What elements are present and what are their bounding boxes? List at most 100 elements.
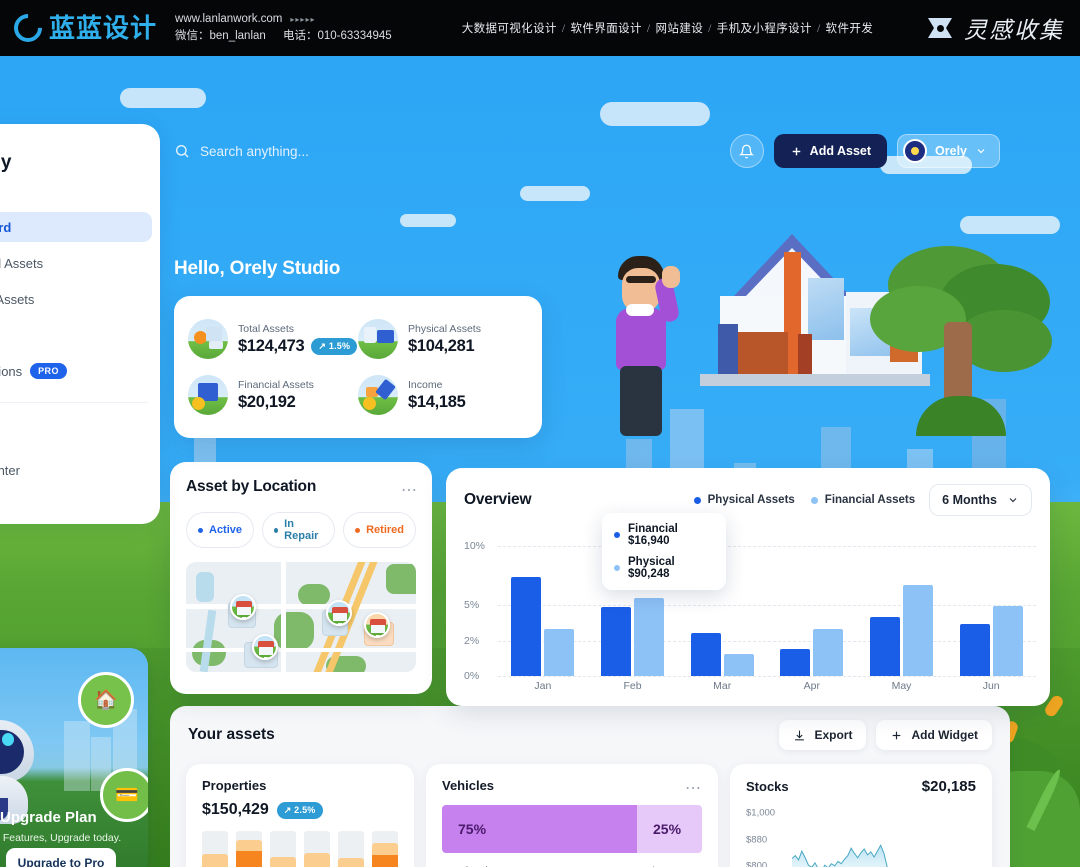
add-widget-button[interactable]: Add Widget	[876, 720, 992, 750]
cloud	[960, 216, 1060, 234]
chart-bar[interactable]	[992, 606, 1023, 676]
stat-label: Income	[408, 378, 443, 391]
plus-icon	[792, 147, 800, 155]
chart-bar[interactable]	[723, 653, 754, 676]
time-range-value: 6 Months	[942, 493, 997, 507]
banner-contact: www.lanlanwork.com ▸▸▸▸▸ 微信：ben_lanlan 电…	[175, 11, 406, 45]
tooltip-label: Financial $16,940	[628, 523, 678, 547]
topbar: Add Asset Orely	[160, 128, 1000, 174]
map-pin[interactable]	[326, 600, 352, 626]
sidebar-item-label: shboard	[0, 219, 12, 235]
location-map[interactable]	[186, 562, 416, 672]
avatar	[903, 139, 928, 163]
gridline	[498, 640, 1036, 642]
promo-subtitle: AI Features, Upgrade today.	[0, 832, 122, 844]
search-input[interactable]	[200, 143, 480, 159]
property-bar	[270, 831, 296, 867]
chart-bar[interactable]	[544, 628, 575, 676]
sidebar-item-label: nancial Assets	[0, 255, 44, 271]
legend-physical-assets: Physical Assets	[693, 494, 795, 506]
chip-label: In Repair	[284, 518, 319, 542]
bar-group	[588, 546, 678, 676]
greeting-heading: Hello, Orely Studio	[174, 258, 341, 279]
banner-website: www.lanlanwork.com	[175, 13, 283, 25]
properties-delta: ↗ 2.5%	[276, 801, 323, 819]
stat-total-assets: Total Assets $124,473 ↗ 1.5%	[188, 311, 358, 367]
map-pin[interactable]	[252, 634, 278, 660]
banner-services: 大数据可视化设计 / 软件界面设计 / 网站建设 / 手机及小程序设计 / 软件开发	[462, 20, 873, 36]
sidebar-footer-nav: ttings elp Center gout	[0, 419, 160, 521]
overview-chart-card: Overview Physical Assets Financial Asset…	[446, 468, 1050, 706]
sidebar-nav: shboard nancial Assets ysical Assets sig…	[0, 212, 160, 386]
sidebar-item-physical-assets[interactable]: ysical Assets	[0, 284, 152, 314]
card-bubble-icon: 💳	[100, 768, 148, 822]
sidebar-item-logout[interactable]: gout	[0, 491, 152, 521]
sidebar-item-dashboard[interactable]: shboard	[0, 212, 152, 242]
cloud	[120, 88, 206, 108]
map-pin[interactable]	[230, 594, 256, 620]
service-item: 网站建设	[655, 23, 704, 35]
chart-x-axis: Jan Feb Mar Apr May Jun	[498, 680, 1036, 692]
legend-dot-icon	[693, 496, 701, 504]
stat-financial-assets: Financial Assets $20,192	[188, 367, 358, 423]
card-title: Properties	[202, 778, 267, 793]
chart-bar[interactable]	[601, 607, 631, 676]
tooltip-dot-icon	[614, 532, 620, 538]
separator: /	[646, 23, 651, 35]
x-tick-label: Mar	[713, 680, 732, 692]
chart-bar[interactable]	[870, 616, 901, 676]
export-label: Export	[814, 728, 853, 742]
chip-label: Retired	[366, 524, 404, 536]
sidebar-item-insights[interactable]: sights	[0, 320, 152, 350]
chevron-down-icon	[1009, 498, 1017, 503]
bar-group	[677, 546, 767, 676]
upgrade-to-pro-button[interactable]: Upgrade to Pro	[6, 848, 116, 867]
chart-bar[interactable]	[903, 585, 934, 676]
map-pin[interactable]	[364, 612, 390, 638]
sidebar-item-settings[interactable]: ttings	[0, 419, 152, 449]
bar-group	[498, 546, 588, 676]
sidebar-item-financial-assets[interactable]: nancial Assets	[0, 248, 152, 278]
status-filter-chips: Active In Repair Retired	[186, 512, 416, 548]
vehicles-total-row: Total value $150,429	[442, 865, 702, 867]
bell-icon	[739, 144, 755, 158]
time-range-select[interactable]: 6 Months	[929, 484, 1032, 516]
chip-in-repair[interactable]: In Repair	[262, 512, 336, 548]
service-item: 手机及小程序设计	[716, 23, 812, 35]
gridline	[498, 605, 1036, 607]
separator: /	[708, 23, 712, 35]
legend-dot-icon	[810, 496, 818, 504]
notifications-button[interactable]	[729, 134, 764, 168]
stocks-asset-card: Stocks $20,185 $1,000 $880 $800 $600	[730, 764, 992, 867]
chip-retired[interactable]: Retired	[343, 512, 416, 548]
search-box[interactable]	[174, 143, 480, 159]
card-value-row: $150,429 ↗ 2.5%	[202, 801, 398, 819]
status-dot-icon	[274, 527, 279, 533]
add-asset-button[interactable]: Add Asset	[773, 134, 888, 168]
chart-bar[interactable]	[780, 648, 811, 676]
chart-bar[interactable]	[690, 633, 721, 676]
sidebar-item-transactions[interactable]: ansactions PRO	[0, 356, 152, 386]
x-tick-label: Feb	[623, 680, 642, 692]
chart-bar[interactable]	[959, 624, 990, 676]
property-bar	[304, 831, 330, 867]
property-bar	[338, 831, 364, 867]
sidebar-item-help-center[interactable]: elp Center	[0, 455, 152, 485]
user-menu-button[interactable]: Orely	[897, 134, 1000, 168]
chart-bar[interactable]	[634, 598, 664, 676]
robot-mascot	[0, 720, 44, 824]
app-screenshot: ealthy shboard nancial Assets ysical Ass…	[0, 56, 1080, 867]
chart-bar[interactable]	[511, 576, 542, 676]
export-button[interactable]: Export	[779, 720, 867, 750]
person-illustration	[596, 256, 692, 436]
chip-active[interactable]: Active	[186, 512, 255, 548]
vehicles-card-menu-button[interactable]: ⋯	[685, 780, 702, 797]
chart-bar[interactable]	[813, 628, 844, 676]
house-bubble-icon: 🏠	[78, 672, 134, 728]
stat-value: $20,192	[238, 392, 296, 411]
upgrade-plan-card[interactable]: 🏠 💳 🚗 Upgrade Plan AI Features, Upgrade …	[0, 648, 148, 867]
tooltip-physical-row: Physical $90,248	[614, 556, 714, 580]
stat-value-wrap: $124,473 ↗ 1.5%	[238, 337, 358, 356]
location-card-menu-button[interactable]: ⋯	[401, 482, 418, 499]
y-tick-label: 5%	[464, 599, 480, 612]
